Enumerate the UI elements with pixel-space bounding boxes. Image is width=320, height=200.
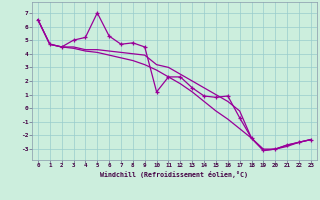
X-axis label: Windchill (Refroidissement éolien,°C): Windchill (Refroidissement éolien,°C) bbox=[100, 171, 248, 178]
